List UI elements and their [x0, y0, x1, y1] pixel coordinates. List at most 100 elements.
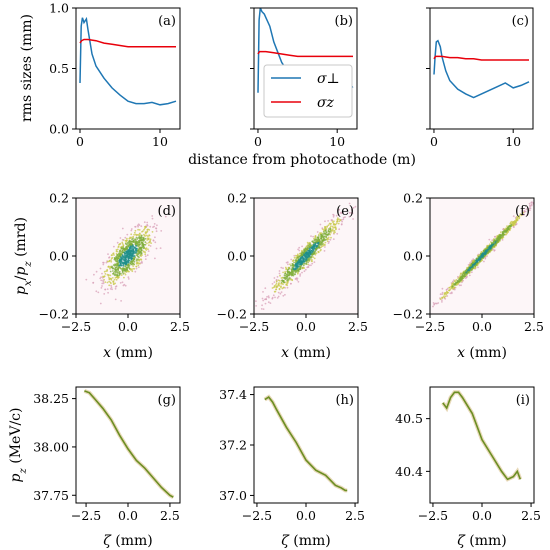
- scatter-point-d-525: [137, 264, 140, 267]
- scatter-point-e-767: [299, 268, 302, 270]
- scatter-point-e-383: [262, 299, 265, 302]
- scatter-point-e-716: [264, 298, 267, 300]
- scatter-point-d-831: [137, 237, 140, 239]
- scatter-point-d-876: [127, 260, 130, 263]
- phase-line-h: [264, 396, 348, 492]
- scatter-point-e-696: [312, 248, 314, 250]
- scatter-point-e-866: [315, 247, 318, 250]
- scatter-point-e-617: [316, 231, 319, 233]
- xtick-label-g-1: 0.0: [118, 508, 138, 523]
- ytick-label-g-0: 37.75: [33, 488, 69, 503]
- scatter-point-e-154: [282, 294, 285, 297]
- xlabel-g: ζ (mm): [103, 533, 153, 549]
- scatter-point-d-522: [120, 300, 122, 302]
- scatter-point-d-21: [123, 276, 125, 279]
- scatter-point-e-425: [335, 227, 337, 230]
- scatter-point-f-891: [487, 248, 489, 251]
- scatter-point-f-454: [446, 287, 449, 290]
- scatter-point-e-853: [308, 249, 310, 252]
- plot-area-h: [263, 394, 348, 493]
- scatter-point-d-863: [129, 257, 132, 259]
- scatter-point-d-763: [143, 246, 145, 248]
- scatter-point-e-816: [319, 244, 322, 246]
- scatter-point-d-883: [131, 240, 134, 243]
- scatter-point-d-730: [120, 247, 123, 250]
- panel-d: (d) −2.5 0.0 2.5 −0.2 0.0 0.2: [39, 191, 190, 335]
- ylabel-d-part-3: p: [13, 267, 29, 276]
- scatter-point-e-745: [277, 279, 280, 282]
- scatter-point-e-802: [291, 271, 294, 273]
- scatter-point-f-253: [491, 239, 494, 242]
- scatter-point-d-724: [126, 251, 129, 253]
- scatter-point-f-883: [484, 249, 487, 252]
- scatter-point-e-862: [275, 288, 277, 291]
- series-perp-c: [433, 39, 530, 99]
- scatter-point-e-645: [272, 294, 275, 297]
- scatter-point-f-533: [439, 293, 442, 296]
- scatter-point-f-815: [502, 234, 505, 236]
- scatter-point-d-506: [110, 282, 112, 285]
- scatter-point-e-894: [281, 276, 284, 279]
- scatter-point-d-629: [115, 258, 117, 261]
- scatter-point-d-575: [126, 241, 129, 244]
- scatter-point-d-185: [154, 236, 156, 239]
- scatter-point-f-310: [492, 248, 494, 251]
- scatter-point-e-537: [336, 232, 339, 235]
- scatter-point-f-843: [448, 289, 451, 292]
- scatter-point-f-688: [470, 268, 473, 271]
- scatter-point-f-799: [461, 275, 464, 278]
- scatter-point-e-458: [284, 281, 287, 284]
- ytick-label-h-2: 37.4: [219, 387, 247, 402]
- scatter-point-f-750: [529, 207, 532, 210]
- scatter-point-e-557: [330, 231, 332, 234]
- scatter-point-e-835: [316, 239, 318, 242]
- scatter-point-d-177: [137, 266, 140, 269]
- scatter-point-e-313: [293, 261, 295, 264]
- scatter-point-d-648: [110, 284, 112, 287]
- scatter-point-e-840: [321, 239, 323, 242]
- scatter-point-e-888: [298, 259, 300, 261]
- scatter-point-d-662: [121, 256, 123, 259]
- scatter-point-f-868: [472, 263, 474, 266]
- scatter-point-e-756: [295, 259, 298, 261]
- scatter-point-e-71: [293, 254, 296, 257]
- scatter-point-d-893: [109, 265, 112, 268]
- scatter-point-f-839: [451, 282, 454, 285]
- scatter-point-d-579: [135, 245, 137, 247]
- scatter-point-d-801: [125, 271, 128, 273]
- scatter-point-d-867: [134, 256, 137, 259]
- scatter-point-d-587: [122, 244, 125, 246]
- legend-text-sigma-z: σz: [317, 95, 335, 111]
- scatter-point-f-644: [450, 291, 453, 294]
- scatter-point-d-112: [144, 231, 147, 234]
- xlabel-e-part-0: x: [281, 345, 289, 361]
- scatter-point-e-874: [308, 247, 311, 250]
- scatter-point-e-702: [273, 285, 276, 288]
- scatter-point-d-548: [120, 245, 123, 248]
- scatter-point-f-552: [528, 209, 531, 212]
- panel-f: (f) −2.5 0.0 2.5 −0.2 0.0 0.2: [393, 191, 544, 335]
- scatter-point-d-875: [119, 243, 121, 246]
- scatter-point-e-315: [320, 238, 322, 240]
- scatter-point-d-895: [133, 246, 136, 249]
- scatter-point-f-797: [458, 278, 460, 281]
- scatter-point-f-899: [495, 241, 498, 244]
- scatter-point-e-738: [321, 227, 324, 230]
- scatter-point-e-834: [293, 270, 295, 272]
- plot-area-c: [433, 39, 530, 99]
- scatter-point-e-889: [296, 264, 299, 267]
- xtick-label-i-2: 2.5: [521, 508, 541, 523]
- scatter-point-d-246: [116, 273, 119, 275]
- scatter-point-d-286: [146, 239, 149, 241]
- plot-area-f: [430, 197, 539, 314]
- scatter-point-f-672: [480, 251, 483, 253]
- scatter-point-e-11: [327, 236, 330, 239]
- legend: σ⊥ σz: [263, 64, 353, 118]
- scatter-point-d-839: [101, 272, 103, 275]
- scatter-point-f-347: [537, 197, 539, 199]
- xtick-label-e-2: 2.5: [348, 319, 368, 334]
- scatter-point-d-874: [119, 251, 122, 253]
- scatter-point-e-847: [286, 282, 289, 285]
- scatter-point-d-807: [103, 275, 106, 277]
- scatter-point-e-789: [275, 282, 278, 285]
